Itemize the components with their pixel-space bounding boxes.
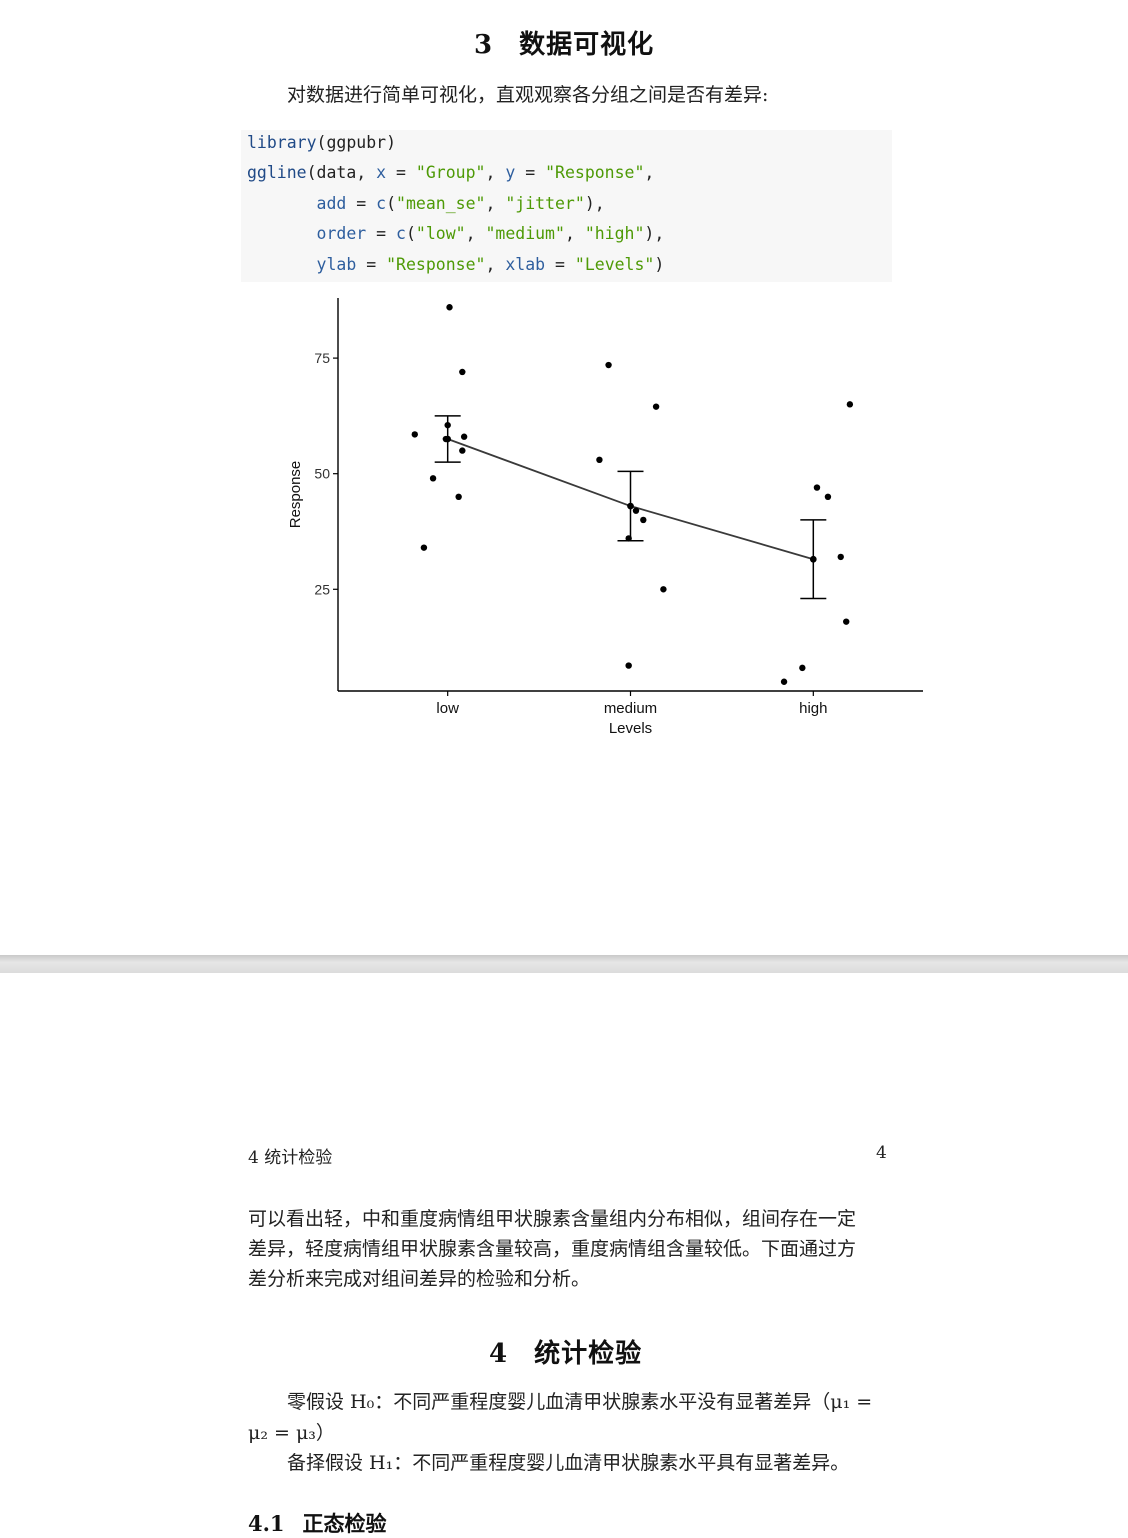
jitter-point [411, 431, 418, 438]
section-number: 4 [489, 1339, 509, 1369]
x-tick-label: medium [604, 700, 657, 717]
subsection-number: 4.1 [248, 1511, 285, 1536]
section-title: 数据可视化 [519, 30, 655, 60]
code-line-2: ggline(data, x = "Group", y = "Response"… [247, 163, 655, 182]
jitter-point [429, 475, 437, 482]
y-tick-label: 75 [314, 350, 330, 366]
jitter-point [444, 421, 451, 429]
y-axis-title: Response [287, 461, 304, 529]
jitter-point [780, 678, 788, 685]
section-4-heading: 4 统计检验 [489, 1333, 642, 1370]
jitter-point [813, 484, 821, 491]
analysis-paragraph: 可以看出轻，中和重度病情组甲状腺素含量组内分布相似，组间存在一定 差异，轻度病情… [248, 1204, 856, 1294]
subsection-title: 正态检验 [302, 1511, 387, 1536]
jitter-point [846, 401, 854, 408]
jitter-point [799, 664, 806, 672]
running-head-page-number: 4 [876, 1143, 887, 1163]
jitter-point [460, 433, 468, 440]
jitter-point [810, 556, 817, 563]
jitter-point [455, 493, 462, 501]
code-block: library(ggpubr) ggline(data, x = "Group"… [241, 130, 892, 282]
code-line-3: add = c("mean_se", "jitter"), [316, 194, 605, 213]
jitter-point [446, 304, 453, 311]
jitter-point [596, 456, 603, 464]
code-line-5: ylab = "Response", xlab = "Levels") [316, 255, 665, 274]
jitter-point [652, 403, 660, 410]
intro-paragraph: 对数据进行简单可视化，直观观察各分组之间是否有差异: [287, 84, 769, 106]
paragraph-line: 可以看出轻，中和重度病情组甲状腺素含量组内分布相似，组间存在一定 [248, 1208, 857, 1230]
null-hypothesis-continuation: μ₂ = μ₃） [248, 1422, 335, 1444]
chart-axes: 25 50 75 low medium high [314, 298, 923, 717]
section-title: 统计检验 [534, 1339, 643, 1369]
section-number: 3 [474, 30, 494, 60]
y-tick-label: 50 [314, 466, 330, 482]
jitter-point [625, 662, 632, 669]
jitter-point [459, 368, 466, 376]
jitter-point [420, 544, 428, 551]
y-tick-label: 25 [314, 581, 330, 597]
chart-marks [411, 304, 854, 685]
x-tick-label: high [799, 700, 827, 717]
jitter-point [640, 516, 647, 524]
running-head-left: 4 统计检验 [248, 1148, 333, 1168]
jitter-point [625, 535, 632, 542]
subsection-4-1-heading: 4.1 正态检验 [248, 1508, 387, 1538]
paragraph-line: 差分析来完成对组间差异的检验和分析。 [248, 1268, 591, 1290]
jitter-point [837, 553, 844, 561]
jitter-point [843, 618, 850, 625]
jitter-point [632, 507, 640, 514]
jitter-point [824, 493, 832, 501]
paragraph-line: 差异，轻度病情组甲状腺素含量较高，重度病情组含量较低。下面通过方 [248, 1238, 857, 1260]
x-axis-title: Levels [609, 720, 652, 737]
code-line-4: order = c("low", "medium", "high"), [316, 224, 665, 243]
section-3-heading: 3 数据可视化 [474, 24, 654, 61]
jitter-point [605, 361, 612, 369]
jitter-point [459, 447, 466, 454]
x-tick-label: low [436, 700, 459, 717]
jitter-point [442, 435, 450, 443]
alternative-hypothesis-line: 备择假设 H₁：不同严重程度婴儿血清甲状腺素水平具有显著差异。 [287, 1452, 850, 1474]
null-hypothesis-line: 零假设 H₀：不同严重程度婴儿血清甲状腺素水平没有显著差异（μ₁ = [287, 1391, 873, 1413]
response-line-chart: 25 50 75 low medium high Levels Response [287, 298, 923, 737]
jitter-point [660, 586, 667, 593]
jitter-point [627, 502, 634, 510]
page-separator [0, 955, 1128, 973]
code-line-1: library(ggpubr) [247, 133, 397, 152]
